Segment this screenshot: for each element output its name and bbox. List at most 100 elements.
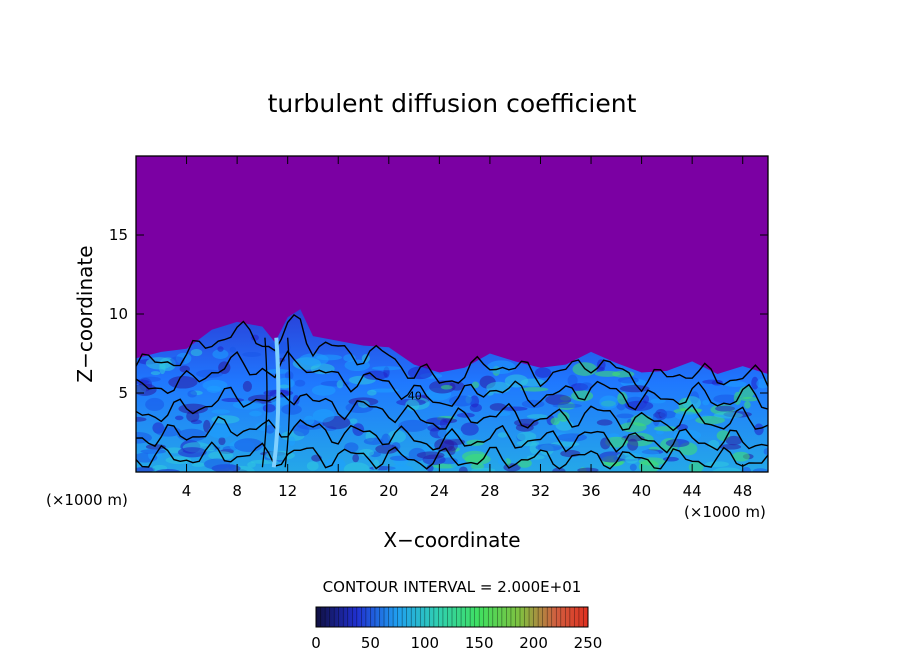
turbulent-eddy (702, 399, 710, 406)
plume-contour (284, 337, 291, 468)
y-tick-label: 5 (118, 384, 128, 402)
turbulent-eddy (306, 461, 319, 471)
turbulent-eddy (751, 376, 759, 390)
colorbar-tick-label: 100 (410, 634, 439, 652)
turbulent-eddy (596, 419, 613, 426)
x-axis-label: X−coordinate (383, 528, 520, 552)
turbulent-eddy (247, 461, 256, 468)
turbulent-eddy (249, 410, 262, 417)
turbulent-layer: 40 (136, 309, 768, 472)
turbulent-eddy (695, 416, 726, 425)
turbulent-eddy (242, 380, 252, 392)
turbulent-eddy (349, 418, 358, 424)
turbulent-eddy (177, 447, 207, 458)
turbulent-eddy (627, 438, 639, 451)
turbulent-eddy (443, 438, 466, 446)
turbulent-eddy (178, 403, 208, 414)
turbulent-eddy (552, 403, 582, 409)
turbulent-eddy (371, 366, 402, 371)
turbulent-eddy (367, 389, 377, 396)
turbulent-eddy (440, 385, 453, 390)
turbulent-eddy (387, 430, 406, 444)
turbulent-eddy (299, 353, 329, 366)
turbulent-eddy (212, 349, 229, 359)
turbulent-eddy (486, 360, 516, 375)
turbulent-eddy (501, 406, 528, 411)
turbulent-eddy (752, 468, 768, 472)
turbulent-eddy (740, 396, 759, 402)
turbulent-eddy (221, 397, 245, 403)
turbulent-eddy (535, 443, 563, 452)
turbulent-eddy (705, 461, 730, 468)
turbulent-eddy (631, 449, 660, 457)
plume-contour (271, 337, 281, 468)
turbulent-eddy (659, 410, 677, 419)
turbulent-eddy (375, 444, 399, 454)
turbulent-eddy (208, 424, 233, 439)
x-tick-label: 48 (733, 482, 752, 500)
chart-title: turbulent diffusion coefficient (268, 89, 637, 118)
x-tick-label: 44 (683, 482, 702, 500)
turbulent-eddy (754, 423, 764, 436)
turbulent-eddy (416, 451, 445, 460)
turbulent-eddy (616, 413, 634, 419)
turbulent-eddy (471, 467, 496, 472)
turbulent-eddy (196, 369, 224, 378)
turbulent-eddy (617, 391, 628, 405)
turbulent-eddy (370, 388, 400, 393)
turbulent-eddy (288, 436, 296, 446)
turbulent-eddy (514, 418, 539, 427)
turbulent-eddy (534, 367, 552, 378)
x-tick-label: 24 (430, 482, 449, 500)
turbulent-eddy (303, 415, 315, 426)
turbulent-eddy (407, 366, 433, 380)
turbulent-eddy (723, 381, 747, 388)
turbulent-eddy (557, 433, 587, 442)
y-axis-ticks: 5 10 15 (109, 226, 768, 402)
turbulent-eddy (469, 403, 482, 412)
turbulent-eddy (352, 453, 360, 463)
turbulent-eddy (550, 417, 560, 426)
turbulent-eddy (242, 351, 262, 357)
turbulent-eddy (203, 458, 231, 470)
turbulent-eddy (140, 449, 167, 454)
turbulent-eddy (713, 411, 743, 419)
turbulent-eddy (520, 387, 549, 392)
turbulent-eddy (136, 379, 150, 384)
turbulent-eddy (594, 370, 621, 377)
turbulent-eddy (265, 424, 275, 434)
turbulent-eddy (650, 398, 666, 404)
turbulent-eddy (715, 405, 735, 412)
turbulent-eddy (460, 422, 479, 436)
turbulent-eddy (741, 466, 752, 472)
turbulent-eddy (629, 463, 637, 471)
turbulent-eddy (516, 431, 537, 442)
turbulent-eddy (381, 433, 391, 448)
turbulent-eddy (449, 381, 465, 391)
x-tick-label: 16 (329, 482, 348, 500)
turbulent-eddy (744, 401, 751, 409)
colorbar-tick-label: 50 (361, 634, 380, 652)
turbulent-eddy (279, 384, 290, 389)
contour-line (136, 415, 768, 454)
y-tick-label: 15 (109, 226, 128, 244)
turbulent-eddy (343, 462, 370, 472)
turbulent-eddy (577, 467, 599, 472)
turbulent-eddy (439, 418, 448, 429)
turbulent-eddy (712, 467, 743, 472)
x-unit-right: (×1000 m) (684, 503, 766, 521)
x-tick-label: 8 (232, 482, 242, 500)
turbulent-eddy (599, 395, 619, 409)
turbulent-eddy (763, 448, 768, 455)
x-tick-label: 40 (632, 482, 651, 500)
turbulent-eddy (229, 346, 236, 353)
x-unit-left: (×1000 m) (46, 491, 128, 509)
turbulent-eddy (136, 416, 147, 422)
turbulent-eddy (665, 438, 690, 448)
turbulent-eddy (186, 410, 200, 423)
turbulent-eddy (716, 430, 731, 441)
turbulent-eddy (136, 466, 156, 472)
x-tick-label: 28 (480, 482, 499, 500)
turbulent-eddy (642, 394, 650, 404)
